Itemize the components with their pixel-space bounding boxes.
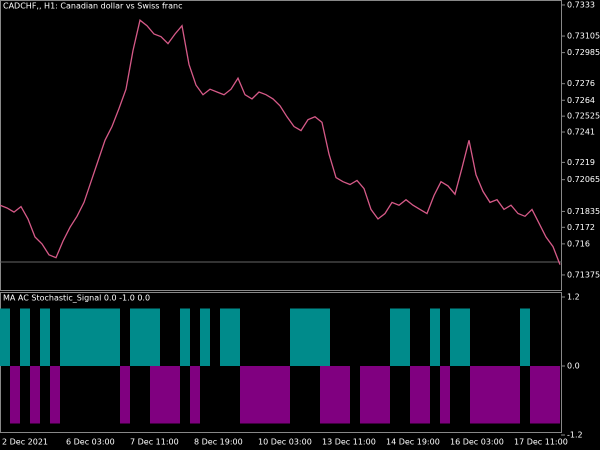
signal-bar xyxy=(540,366,550,424)
signal-bar xyxy=(440,366,450,424)
y-tick-label: 0.73105 xyxy=(567,32,600,41)
signal-bar xyxy=(130,308,140,366)
signal-bar xyxy=(10,366,20,424)
signal-bar xyxy=(480,366,490,424)
signal-bar xyxy=(250,366,260,424)
signal-bar xyxy=(100,308,110,366)
chart-title: CADCHF,, H1: Canadian dollar vs Swiss fr… xyxy=(3,2,182,11)
signal-bar xyxy=(40,308,50,366)
signal-bar xyxy=(230,308,240,366)
signal-bar xyxy=(240,366,250,424)
signal-bar xyxy=(500,366,510,424)
signal-bar xyxy=(120,366,130,424)
y-tick-label: 0.71835 xyxy=(567,207,600,216)
y-tick-label: 0.7264 xyxy=(567,96,595,105)
signal-bar xyxy=(200,308,210,366)
signal-bar xyxy=(320,366,330,424)
signal-bar xyxy=(160,366,170,424)
x-tick-label: 6 Dec 03:00 xyxy=(66,438,115,447)
y-tick-label: 0.716 xyxy=(567,239,590,248)
signal-bar xyxy=(140,308,150,366)
main-frame xyxy=(0,0,562,291)
signal-bar xyxy=(270,366,280,424)
signal-bar xyxy=(330,366,340,424)
indicator-title: MA AC Stochastic_Signal 0.0 -1.0 0.0 xyxy=(3,294,150,303)
signal-bar xyxy=(520,308,530,366)
signal-bar xyxy=(110,308,120,366)
signal-bar xyxy=(150,366,160,424)
signal-bar xyxy=(460,308,470,366)
signal-bar xyxy=(430,308,440,366)
y-tick-label: 0.7276 xyxy=(567,79,595,88)
x-tick-label: 10 Dec 03:00 xyxy=(258,438,312,447)
signal-bar xyxy=(290,308,300,366)
signal-bar xyxy=(300,308,310,366)
y-tick-label: 0.72985 xyxy=(567,48,600,57)
signal-bar xyxy=(190,366,200,424)
signal-bar xyxy=(370,366,380,424)
signal-bar xyxy=(30,366,40,424)
x-tick-label: 8 Dec 19:00 xyxy=(194,438,243,447)
signal-bar xyxy=(260,366,270,424)
signal-bar xyxy=(220,308,230,366)
signal-bar xyxy=(170,366,180,424)
x-tick-label: 17 Dec 11:00 xyxy=(514,438,568,447)
signal-bar xyxy=(380,366,390,424)
x-tick-label: 13 Dec 11:00 xyxy=(322,438,376,447)
signal-bar xyxy=(450,308,460,366)
signal-bar xyxy=(420,366,430,424)
signal-bar xyxy=(360,366,370,424)
signal-bar xyxy=(400,308,410,366)
signal-bar xyxy=(390,308,400,366)
signal-bar xyxy=(490,366,500,424)
signal-bar xyxy=(310,308,320,366)
signal-bar xyxy=(80,308,90,366)
y-tick-label: 0.71375 xyxy=(567,270,600,279)
signal-bar xyxy=(150,308,160,366)
signal-bar xyxy=(70,308,80,366)
y-tick-label: 1.2 xyxy=(567,293,580,302)
signal-bar xyxy=(320,308,330,366)
signal-bar xyxy=(470,366,480,424)
y-tick-label: 0.7219 xyxy=(567,158,595,167)
x-tick-label: 7 Dec 11:00 xyxy=(130,438,179,447)
signal-bar xyxy=(340,366,350,424)
signal-bar xyxy=(90,308,100,366)
signal-bar xyxy=(20,308,30,366)
y-tick-label: 0.72525 xyxy=(567,112,600,121)
y-tick-label: -1.2 xyxy=(567,431,583,440)
signal-bar xyxy=(0,308,10,366)
signal-bar xyxy=(180,308,190,366)
y-tick-label: 0.0 xyxy=(567,362,580,371)
y-tick-label: 0.7241 xyxy=(567,128,595,137)
y-tick-label: 0.7333 xyxy=(567,0,595,9)
signal-bar xyxy=(550,366,560,424)
signal-bar xyxy=(410,366,420,424)
y-tick-label: 0.7172 xyxy=(567,223,595,232)
signal-bar xyxy=(60,308,70,366)
price-line xyxy=(0,19,561,265)
y-tick-label: 0.72065 xyxy=(567,175,600,184)
signal-bar xyxy=(510,366,520,424)
signal-bar xyxy=(530,366,540,424)
x-tick-label: 16 Dec 03:00 xyxy=(450,438,504,447)
x-tick-label: 2 Dec 2021 xyxy=(2,438,48,447)
signal-bar xyxy=(50,366,60,424)
x-tick-label: 14 Dec 19:00 xyxy=(386,438,440,447)
signal-bar xyxy=(280,366,290,424)
